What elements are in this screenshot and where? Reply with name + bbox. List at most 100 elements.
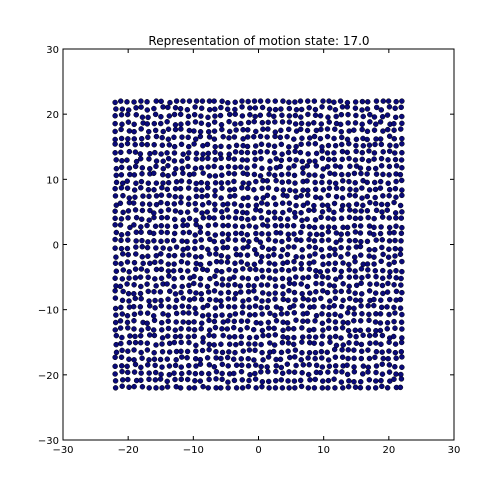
data-point [193, 348, 199, 354]
data-point [393, 275, 399, 281]
data-point [246, 180, 252, 187]
data-point [398, 104, 404, 111]
data-point [306, 135, 313, 141]
data-point [327, 170, 333, 177]
data-point [192, 232, 198, 238]
data-point [331, 224, 338, 231]
data-point [259, 119, 266, 126]
data-point [399, 224, 405, 231]
data-point [258, 200, 265, 206]
data-point [325, 325, 332, 332]
data-point [205, 289, 212, 295]
data-point [353, 282, 360, 289]
data-point [186, 297, 193, 303]
data-point [285, 179, 292, 185]
data-point [167, 246, 173, 252]
data-point [267, 310, 273, 317]
data-point [379, 371, 386, 377]
data-point [265, 297, 271, 304]
data-point [251, 261, 258, 268]
data-point [205, 230, 211, 237]
data-point [312, 186, 319, 193]
data-point [160, 158, 166, 164]
data-point [219, 239, 226, 245]
data-point [306, 349, 313, 356]
data-point [305, 385, 312, 391]
data-point [213, 246, 219, 252]
data-point [352, 120, 359, 126]
data-point [273, 363, 279, 369]
data-point [306, 207, 312, 214]
data-point [124, 157, 130, 163]
data-point [166, 363, 173, 369]
data-point [332, 288, 338, 295]
data-point [298, 266, 305, 272]
data-point [153, 180, 160, 186]
data-point [225, 214, 232, 220]
data-point [278, 141, 285, 148]
data-point [278, 253, 284, 260]
data-point [338, 244, 344, 251]
data-point [331, 266, 338, 273]
x-tick-label: −10 [183, 445, 204, 456]
data-point [299, 334, 306, 340]
data-point [112, 288, 118, 294]
data-point [352, 384, 359, 390]
data-point [211, 364, 218, 370]
data-point [193, 186, 199, 193]
data-point [145, 180, 152, 186]
data-point [311, 202, 317, 209]
data-point [126, 128, 133, 134]
data-point [259, 311, 265, 317]
data-point [126, 165, 133, 171]
data-point [164, 223, 171, 229]
data-point [172, 327, 179, 333]
data-point [287, 354, 293, 361]
data-point [120, 288, 126, 295]
data-point [159, 364, 165, 370]
y-tick-label: −20 [38, 371, 59, 382]
data-point [318, 126, 324, 133]
data-point [305, 355, 311, 361]
data-point [299, 349, 305, 356]
data-point [365, 303, 371, 309]
data-point [132, 163, 139, 170]
data-point [386, 238, 393, 244]
data-point [200, 266, 206, 273]
data-point [291, 281, 298, 287]
data-point [298, 237, 304, 244]
data-point [273, 317, 280, 324]
data-point [280, 334, 286, 340]
data-point [247, 371, 253, 378]
data-point [138, 178, 145, 185]
data-point [251, 186, 257, 193]
data-point [232, 149, 239, 155]
data-point [125, 119, 132, 125]
data-point [345, 171, 352, 178]
data-point [373, 327, 379, 334]
data-point [113, 179, 120, 186]
data-point [338, 254, 344, 260]
data-point [377, 119, 384, 125]
data-point [191, 128, 197, 134]
data-point [173, 98, 180, 104]
data-point [112, 128, 118, 135]
data-point [386, 261, 392, 268]
data-point [340, 281, 346, 287]
data-point [192, 136, 199, 142]
data-point [264, 192, 271, 199]
data-point [144, 320, 150, 327]
data-point [284, 251, 291, 258]
data-point [286, 287, 292, 294]
data-point [198, 113, 204, 119]
data-point [232, 281, 238, 288]
data-point [166, 349, 173, 355]
data-point [258, 282, 265, 288]
data-point [319, 274, 326, 280]
data-point [150, 313, 157, 319]
data-point [324, 289, 331, 296]
data-point [253, 275, 260, 282]
data-point [285, 244, 292, 250]
data-point [197, 361, 204, 367]
data-point [367, 199, 373, 206]
